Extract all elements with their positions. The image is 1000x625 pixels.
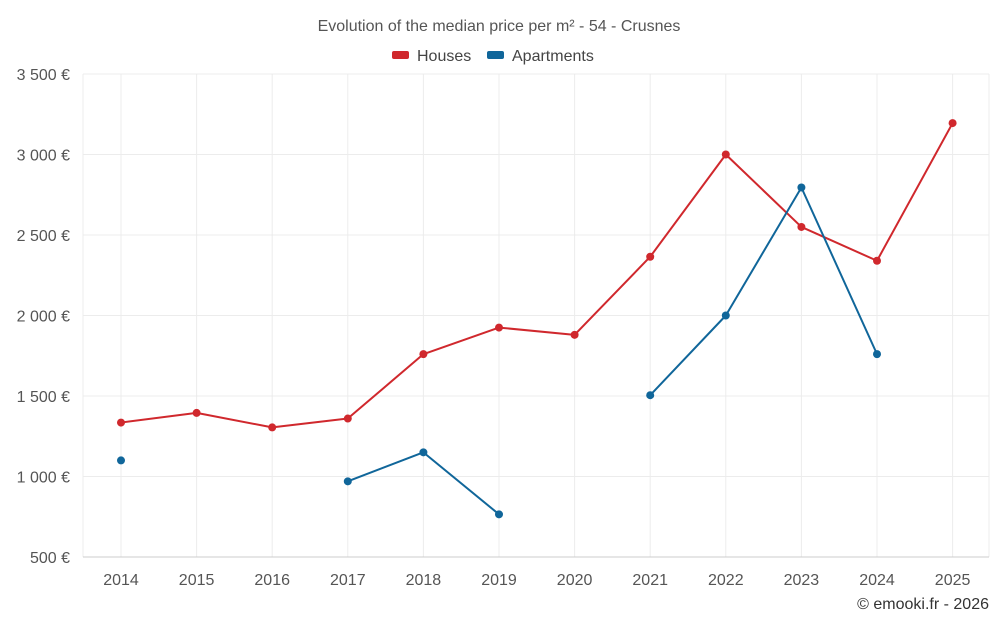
x-axis: 2014 2015 2016 2017 2018 2019 2020 2021 2022 2023… [83,556,989,589]
credit-text: © emooki.fr - 2026 [857,596,989,613]
grid-lines [82,73,990,557]
x-tick-label: 2017 [330,572,366,589]
x-tick-label: 2018 [406,572,442,589]
data-point-apartments[interactable] [343,477,352,486]
y-tick-label: 500 € [30,550,70,567]
data-point-houses[interactable] [495,323,503,332]
x-tick-label: 2014 [103,572,139,589]
data-point-houses[interactable] [192,408,201,417]
data-point-apartments[interactable] [419,448,428,457]
chart-title: Evolution of the median price per m² - 5… [318,18,681,35]
y-tick-label: 3 500 € [17,67,70,84]
y-tick-label: 1 000 € [17,470,70,487]
series-layer [117,119,957,519]
x-tick-label: 2023 [784,572,820,589]
data-point-houses[interactable] [570,330,579,339]
legend-label-apartments[interactable]: Apartments [512,48,594,65]
series-line-apartments [649,186,878,396]
data-point-houses[interactable] [419,350,428,359]
legend: Houses Apartments [392,48,594,65]
x-tick-label: 2024 [859,572,895,589]
y-axis: 500 € 1 000 € 1 500 € 2 000 € 2 500 € 3 000 €… [17,67,70,567]
data-point-houses[interactable] [268,423,277,432]
series-apartments [117,183,881,519]
data-point-apartments[interactable] [721,311,730,320]
data-point-houses[interactable] [343,414,352,423]
data-point-houses[interactable] [721,150,730,159]
legend-swatch-houses [392,51,409,59]
x-tick-label: 2020 [557,572,593,589]
data-point-apartments[interactable] [797,183,806,192]
data-point-houses[interactable] [797,222,806,231]
y-tick-label: 1 500 € [17,389,70,406]
series-houses [117,119,957,432]
x-tick-label: 2021 [632,572,668,589]
data-point-apartments[interactable] [873,350,881,359]
data-point-apartments[interactable] [646,391,655,400]
legend-label-houses[interactable]: Houses [417,48,471,65]
series-line-houses [120,122,954,429]
data-point-houses[interactable] [646,252,655,261]
data-point-houses[interactable] [873,256,881,265]
data-point-apartments[interactable] [117,456,125,465]
x-tick-label: 2015 [179,572,215,589]
x-tick-label: 2025 [935,572,971,589]
x-tick-label: 2019 [481,572,517,589]
data-point-houses[interactable] [948,119,957,128]
data-point-houses[interactable] [117,418,125,427]
y-tick-label: 2 000 € [17,309,70,326]
y-tick-label: 2 500 € [17,228,70,245]
x-tick-label: 2016 [254,572,290,589]
data-point-apartments[interactable] [495,510,503,519]
x-tick-label: 2022 [708,572,744,589]
legend-swatch-apartments [487,51,504,59]
y-tick-label: 3 000 € [17,148,70,165]
